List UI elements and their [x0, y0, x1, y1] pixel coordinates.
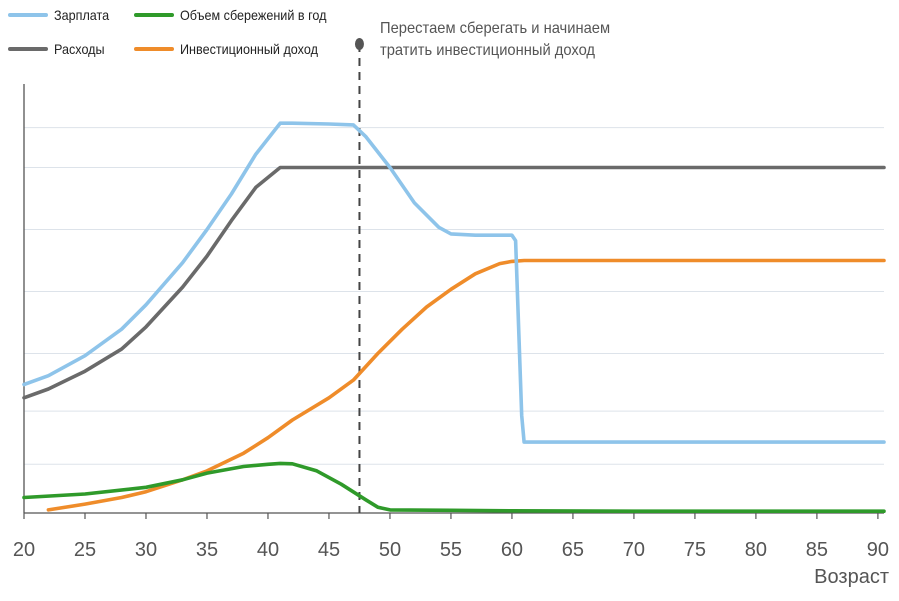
- annotation-text: Перестаем сберегать и начинаем тратить и…: [380, 18, 680, 62]
- annotation-marker-dot: [354, 38, 364, 50]
- x-tick-label-50: 50: [379, 539, 401, 561]
- series-line-savings: [22, 461, 886, 513]
- annotation-line-1: Перестаем сберегать и начинаем: [380, 20, 611, 37]
- x-tick-label-60: 60: [501, 539, 523, 561]
- legend-swatch-investment: [134, 47, 174, 51]
- x-tick-label-85: 85: [806, 539, 828, 561]
- x-tick-label-75: 75: [684, 539, 706, 561]
- legend-item-expenses: Расходы: [8, 40, 110, 58]
- x-tick-label-35: 35: [196, 539, 218, 561]
- series-line-expenses: [22, 165, 886, 400]
- x-tick-label-65: 65: [562, 539, 584, 561]
- x-tick-label-30: 30: [135, 539, 157, 561]
- legend-swatch-salary: [8, 13, 48, 17]
- x-tick-label-20: 20: [13, 539, 35, 561]
- annotation-line-2: тратить инвестиционный доход: [380, 42, 596, 59]
- x-tick-label-45: 45: [318, 539, 340, 561]
- legend-item-investment: Инвестиционный доход: [134, 40, 333, 58]
- x-axis-label: Возраст: [814, 566, 889, 588]
- legend-item-savings: Объем сбережений в год: [134, 6, 343, 24]
- series-line-salary: [22, 121, 886, 444]
- legend: Зарплата Расходы Объем сбережений в год …: [0, 6, 360, 60]
- x-tick-label-25: 25: [74, 539, 96, 561]
- legend-label-investment: Инвестиционный доход: [180, 41, 318, 57]
- x-tick-label-80: 80: [745, 539, 767, 561]
- legend-swatch-savings: [134, 13, 174, 17]
- legend-label-savings: Объем сбережений в год: [180, 7, 327, 23]
- x-tick-label-90: 90: [867, 539, 889, 561]
- x-tick-label-55: 55: [440, 539, 462, 561]
- legend-item-salary: Зарплата: [8, 6, 115, 24]
- legend-swatch-expenses: [8, 47, 48, 51]
- legend-label-salary: Зарплата: [54, 7, 110, 23]
- x-tick-label-40: 40: [257, 539, 279, 561]
- legend-label-expenses: Расходы: [54, 41, 105, 57]
- x-tick-label-70: 70: [623, 539, 645, 561]
